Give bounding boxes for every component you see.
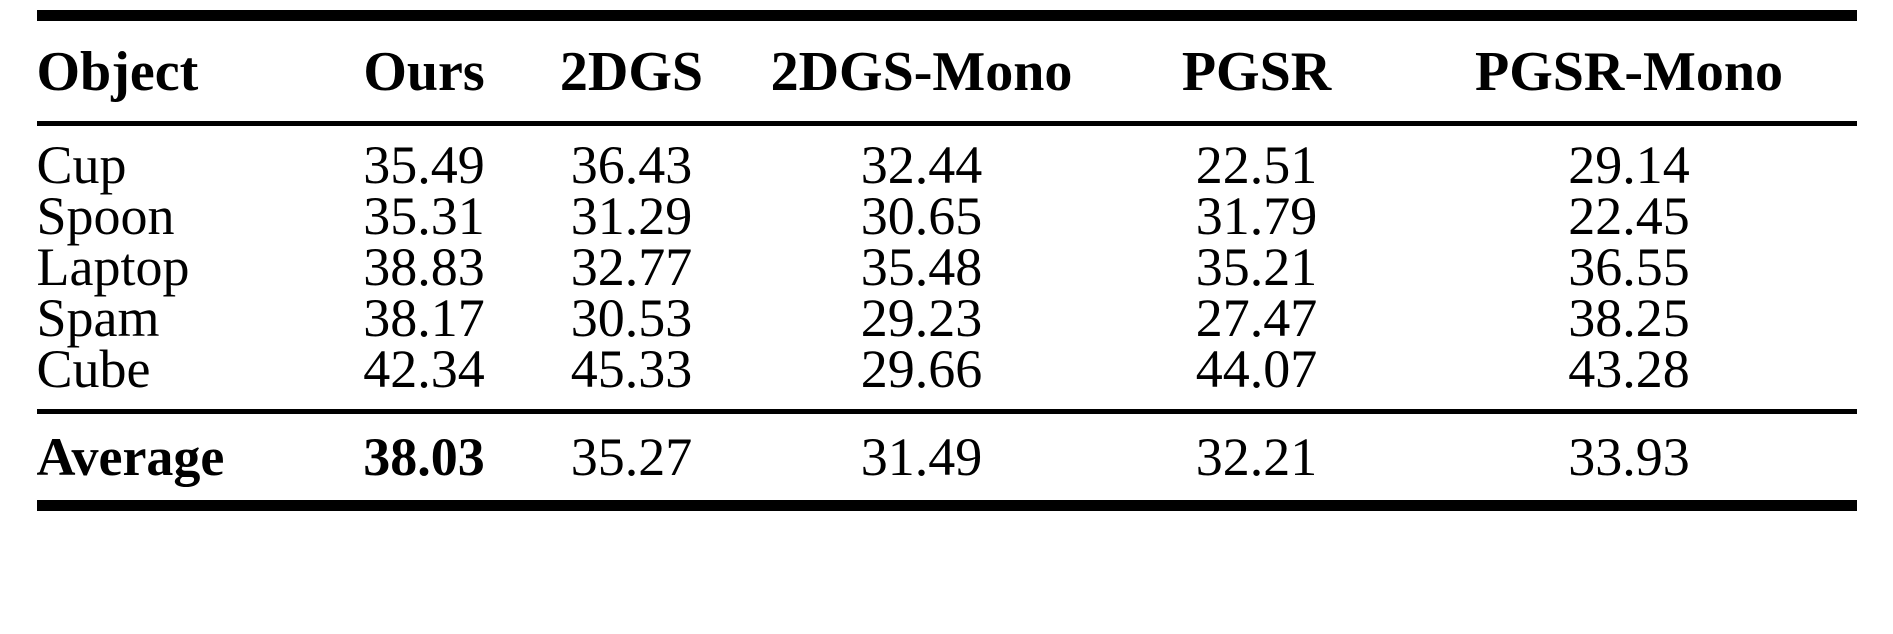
cell-pgsr: 35.21	[1195, 237, 1318, 297]
cell-average-pgsr-mono: 33.93	[1568, 427, 1690, 487]
table-summary-rule	[36, 409, 1857, 414]
table-top-rule	[36, 10, 1857, 21]
column-header-pgsr-mono: PGSR-Mono	[1475, 41, 1783, 103]
cell-ours: 35.49	[363, 135, 485, 195]
table-header-rule	[36, 121, 1857, 126]
cell-2dgs: 36.43	[570, 135, 693, 195]
cell-average-ours: 38.03	[363, 427, 485, 487]
cell-object: Spam	[36, 288, 160, 348]
table-row: Cube 42.34 45.33 29.66 44.07 43.28	[36, 339, 1857, 399]
column-header-2dgs: 2DGS	[559, 41, 704, 103]
table-row: Spoon 35.31 31.29 30.65 31.79 22.45	[36, 186, 1857, 246]
results-table: Object Ours 2DGS 2DGS-Mono PGSR PGSR-Mon…	[36, 10, 1857, 511]
cell-2dgs: 32.77	[570, 237, 693, 297]
cell-2dgs-mono: 32.44	[860, 135, 983, 195]
column-header-2dgs-mono: 2DGS-Mono	[770, 41, 1073, 103]
cell-ours: 35.31	[363, 186, 485, 246]
cell-pgsr: 31.79	[1195, 186, 1318, 246]
cell-pgsr-mono: 36.55	[1568, 237, 1690, 297]
cell-ours: 38.17	[363, 288, 485, 348]
cell-2dgs-mono: 29.23	[860, 288, 983, 348]
cell-2dgs: 45.33	[570, 339, 693, 399]
table-summary-row: Average 38.03 35.27 31.49 32.21 33.93	[37, 428, 1857, 486]
cell-2dgs-mono: 30.65	[860, 186, 983, 246]
cell-2dgs: 30.53	[570, 288, 693, 348]
cell-2dgs-mono: 35.48	[860, 237, 983, 297]
header-top-spacer	[37, 21, 1857, 43]
cell-object: Cup	[36, 135, 127, 195]
column-header-pgsr: PGSR	[1181, 41, 1332, 103]
cell-average-2dgs-mono: 31.49	[860, 427, 983, 487]
table-row: Spam 38.17 30.53 29.23 27.47 38.25	[36, 288, 1857, 348]
cell-pgsr-mono: 22.45	[1568, 186, 1690, 246]
column-header-object: Object	[36, 41, 199, 103]
cell-ours: 38.83	[363, 237, 485, 297]
table-bottom-rule	[36, 500, 1857, 511]
cell-object: Spoon	[36, 186, 175, 246]
cell-2dgs: 31.29	[570, 186, 693, 246]
cell-average-label: Average	[36, 427, 225, 487]
cell-pgsr-mono: 29.14	[1568, 135, 1690, 195]
cell-object: Laptop	[36, 237, 190, 297]
table-row: Laptop 38.83 32.77 35.48 35.21 36.55	[36, 237, 1857, 297]
table-row: Cup 35.49 36.43 32.44 22.51 29.14	[36, 135, 1857, 195]
cell-pgsr-mono: 43.28	[1568, 339, 1690, 399]
summary-bottom-spacer	[37, 486, 1857, 500]
cell-pgsr: 22.51	[1195, 135, 1318, 195]
cell-object: Cube	[36, 339, 151, 399]
cell-pgsr: 27.47	[1195, 288, 1318, 348]
cell-average-2dgs: 35.27	[570, 427, 693, 487]
cell-average-pgsr: 32.21	[1195, 427, 1318, 487]
column-header-ours: Ours	[363, 41, 485, 103]
cell-ours: 42.34	[363, 339, 485, 399]
cell-2dgs-mono: 29.66	[860, 339, 983, 399]
cell-pgsr-mono: 38.25	[1568, 288, 1690, 348]
summary-top-spacer	[37, 414, 1857, 428]
table-header-row: Object Ours 2DGS 2DGS-Mono PGSR PGSR-Mon…	[37, 43, 1857, 107]
header-bottom-spacer	[37, 107, 1857, 121]
cell-pgsr: 44.07	[1195, 339, 1318, 399]
